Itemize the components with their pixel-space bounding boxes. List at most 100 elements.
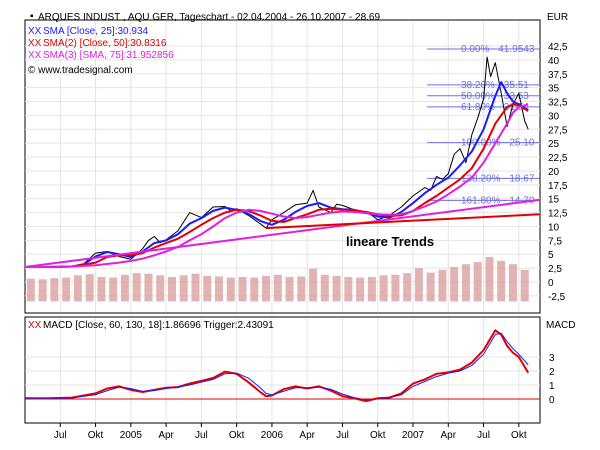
volume-bar [250,277,259,302]
y-tick-label: 32,5 [548,98,568,109]
volume-bar [520,269,529,302]
volume-bar [332,275,341,302]
x-tick-label: Jul [477,430,490,441]
volume-bar [215,276,224,302]
y-tick-label: -2,5 [548,292,566,303]
volume-bar [508,264,517,302]
legend-mark: XX [28,26,42,37]
fib-level-label: 161.80% - 14.70 [461,195,535,206]
y-tick-label: 0 [549,395,555,406]
y-tick-label: 30 [548,111,560,122]
volume-bar [356,277,365,302]
volume-bar [297,276,306,302]
volume-bar [120,274,129,302]
series-sma-close-25 [25,81,529,268]
volume-bar [226,277,235,302]
y-tick-label: 25 [548,139,560,150]
y-tick-label: 5 [548,250,554,261]
volume-bar [109,277,118,302]
volume-bar [203,275,212,302]
fib-level-label: 61.80% - 31.54 [461,102,529,113]
volume-bars [26,257,529,302]
macd-legend-text: MACD [Close, 60, 130, 18]:1.86696 Trigge… [43,320,274,331]
y-tick-label: 15 [548,195,560,206]
y-tick-label: 20 [548,167,560,178]
volume-bar [497,260,506,302]
volume-bar [238,277,247,302]
volume-bar [38,279,47,302]
volume-bar [144,273,153,302]
macd-axis-label: MACD [546,320,575,331]
series-sma-3-sma-75 [25,103,529,268]
fib-level-label: 38.20% - 35.51 [461,80,529,91]
x-tick-label: Jul [336,430,349,441]
price-y-axis: 42,5 40 37,5 35 32,5 30 27,5 25 22,5 20 17,5 15 12,5… [548,42,568,303]
series-trendlinie-1 [24,198,541,268]
x-tick-label: Apr [158,430,174,441]
legend-entry: SMA [Close, 25]:30.934 [43,26,149,37]
volume-bar [414,268,423,302]
x-tick-label: Okt [511,430,527,441]
volume-bar [156,275,165,302]
x-tick-label: 2005 [120,430,143,441]
y-tick-label: 35 [548,84,560,95]
y-tick-label: 2 [549,367,555,378]
x-tick-label: 2006 [261,430,284,441]
x-tick-label: Apr [299,430,315,441]
square-icon: ▪ [30,11,34,22]
volume-bar [309,268,318,302]
volume-bar [50,278,59,302]
series-sma-2-close-50 [25,103,529,268]
volume-bar [473,262,482,302]
volume-bar [344,277,353,302]
x-tick-label: Okt [229,430,245,441]
volume-bar [320,274,329,302]
y-tick-label: 40 [548,56,560,67]
volume-bar [132,273,141,302]
volume-bar [367,277,376,302]
volume-bar [85,274,94,302]
chart-title: ARQUES INDUST , AQU GER, Tageschart - 02… [38,12,380,23]
volume-bar [73,275,82,302]
x-tick-label: 2007 [402,430,425,441]
volume-bar [191,273,200,302]
volume-bar [403,273,412,302]
y-tick-label: 37,5 [548,70,568,81]
fib-level-label: 138.20% - 18.67 [461,173,535,184]
x-tick-label: Okt [370,430,386,441]
legend-entry: SMA(2) [Close, 50]:30.8316 [43,38,167,49]
y-tick-label: 1 [549,381,555,392]
volume-bar [461,264,470,302]
legend-mark: XX [28,50,42,61]
volume-bar [426,272,435,302]
volume-bar [285,277,294,302]
volume-bar [450,267,459,302]
macd-y-axis: 3 2 1 0 [549,353,555,406]
volume-bar [379,275,388,302]
volume-bar [62,277,71,302]
volume-bar [262,275,271,302]
volume-bar [273,274,282,302]
legend-mark: XX [28,38,42,49]
price-series [24,56,541,268]
x-axis: Jul Okt 2005 Apr Jul Okt 2006 Apr Jul Okt 2007 Apr J… [54,423,527,441]
y-tick-label: 10 [548,222,560,233]
x-tick-label: Apr [441,430,457,441]
volume-bar [97,277,106,302]
y-tick-label: 3 [549,353,555,364]
legend-entry: SMA(3) [SMA, 75]:31.952856 [43,50,174,61]
y-tick-label: 2,5 [548,264,562,275]
y-tick-label: 0 [548,278,554,289]
x-tick-label: Jul [195,430,208,441]
fib-level-label: 100.00% - 25.10 [461,138,535,149]
macd-series [25,328,540,403]
volume-bar [391,274,400,302]
y-tick-label: 27,5 [548,125,568,136]
volume-bar [438,269,447,302]
volume-bar [179,275,188,302]
macd-legend-mark: XX [28,320,42,331]
y-tick-label: 7,5 [548,236,562,247]
fib-level-label: 0.00% - 41.9543 [461,44,535,55]
